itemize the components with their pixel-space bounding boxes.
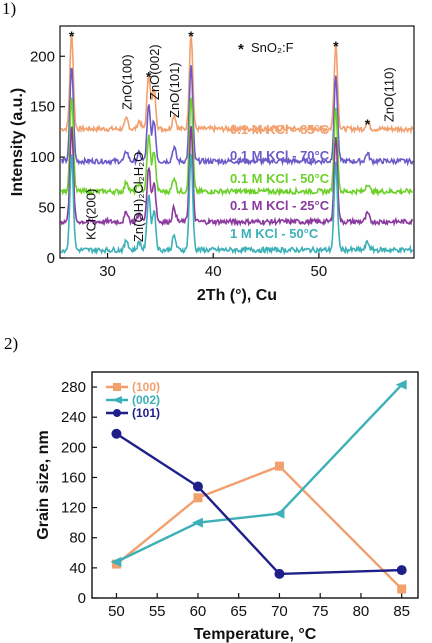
peak-annotation: ZnO(002): [147, 44, 162, 100]
series-label: 0.1 M KCl - 70°C: [230, 148, 330, 163]
data-point: [192, 481, 203, 492]
data-point: [193, 493, 203, 503]
y-tick-label: 50: [38, 200, 55, 217]
xrd-chart: 0 50 100 150 200 30 40 50 2Th (°), Cu Intensity (…: [9, 25, 415, 304]
peak-annotation: ZnO(100): [120, 54, 135, 110]
y-tick-label: 280: [61, 379, 86, 396]
plot-frame: [91, 371, 419, 599]
x-axis-label: Temperature, °C: [194, 626, 317, 643]
data-point: [397, 584, 407, 594]
y-axis-label: Intensity (a.u.): [9, 88, 26, 196]
peak-star-marker: *: [146, 68, 152, 84]
peak-star-marker: *: [188, 28, 194, 44]
x-tick-label: 65: [230, 603, 247, 620]
y-tick-label: 200: [30, 48, 55, 65]
y-tick-label: 80: [69, 530, 86, 547]
x-tick-label: 50: [108, 603, 125, 620]
data-point: [395, 379, 407, 390]
y-tick-label: 240: [61, 409, 86, 426]
legend-label: (100): [132, 380, 160, 394]
xrd-trace: [60, 97, 413, 197]
x-tick-label: 85: [393, 603, 410, 620]
data-point: [111, 428, 122, 439]
peak-annotation: ZnO(101): [167, 62, 182, 118]
data-point: [396, 565, 407, 576]
data-point: [273, 508, 285, 519]
x-tick-label: 40: [205, 263, 222, 280]
data-point: [191, 517, 203, 528]
legend-label: (101): [132, 406, 160, 420]
legend-text: SnO₂:F: [251, 40, 294, 55]
xrd-trace: [60, 34, 414, 135]
y-tick-label: 0: [78, 590, 86, 607]
legend-label: (002): [132, 393, 160, 407]
legend-marker: [113, 383, 121, 391]
series-label: 0.1 M KCl - 50°C: [230, 171, 330, 186]
x-tick-label: 80: [353, 603, 370, 620]
x-tick-label: 75: [312, 603, 329, 620]
peak-annotation: ZnO(110): [382, 67, 397, 122]
panel-2-label: 2): [4, 334, 18, 353]
y-tick-label: 120: [61, 500, 86, 517]
legend-marker: [113, 409, 121, 417]
grain-size-chart: 0 40 80 120 160 200 240 280 50 55 60 65 70 75 80 85 Temp…: [35, 371, 419, 643]
x-tick-label: 60: [190, 603, 207, 620]
x-tick-label: 55: [149, 603, 166, 620]
x-tick-label: 70: [271, 603, 288, 620]
y-tick-label: 40: [69, 560, 86, 577]
x-tick-label: 30: [99, 263, 116, 280]
y-tick-label: 0: [47, 250, 55, 267]
peak-star-marker: *: [69, 28, 75, 44]
data-point: [274, 461, 284, 471]
plot-frame: [59, 25, 415, 259]
y-tick-label: 160: [61, 469, 86, 486]
x-tick-label: 50: [311, 263, 328, 280]
xrd-trace: [60, 126, 414, 227]
x-axis-label: 2Th (°), Cu: [197, 287, 277, 304]
xrd-trace: [60, 65, 414, 167]
y-tick-label: 100: [30, 149, 55, 166]
peak-annotation: KCl(200): [84, 189, 99, 240]
data-point: [110, 556, 122, 567]
data-point: [274, 568, 285, 579]
peak-star-marker: *: [365, 116, 371, 132]
series-label: 0.1 M KCl - 25°C: [230, 198, 330, 213]
series-label: 1 M KCl - 50°C: [230, 226, 319, 241]
peak-star-marker: *: [333, 38, 339, 54]
peak-annotation: Zn(OH)₂Cl₂H₂O: [131, 152, 146, 242]
y-axis-label: Grain size, nm: [35, 430, 52, 539]
panel-1-label: 1): [2, 0, 16, 18]
legend-star: *: [238, 41, 244, 58]
legend-marker: [112, 396, 122, 404]
series-label: 0.1 M KCl - 85°C: [230, 122, 330, 137]
series-line: [115, 464, 403, 590]
series-line: [115, 432, 402, 576]
xrd-trace: [60, 153, 414, 256]
series-line: [115, 383, 403, 563]
y-tick-label: 150: [30, 99, 55, 116]
y-tick-label: 200: [61, 439, 86, 456]
